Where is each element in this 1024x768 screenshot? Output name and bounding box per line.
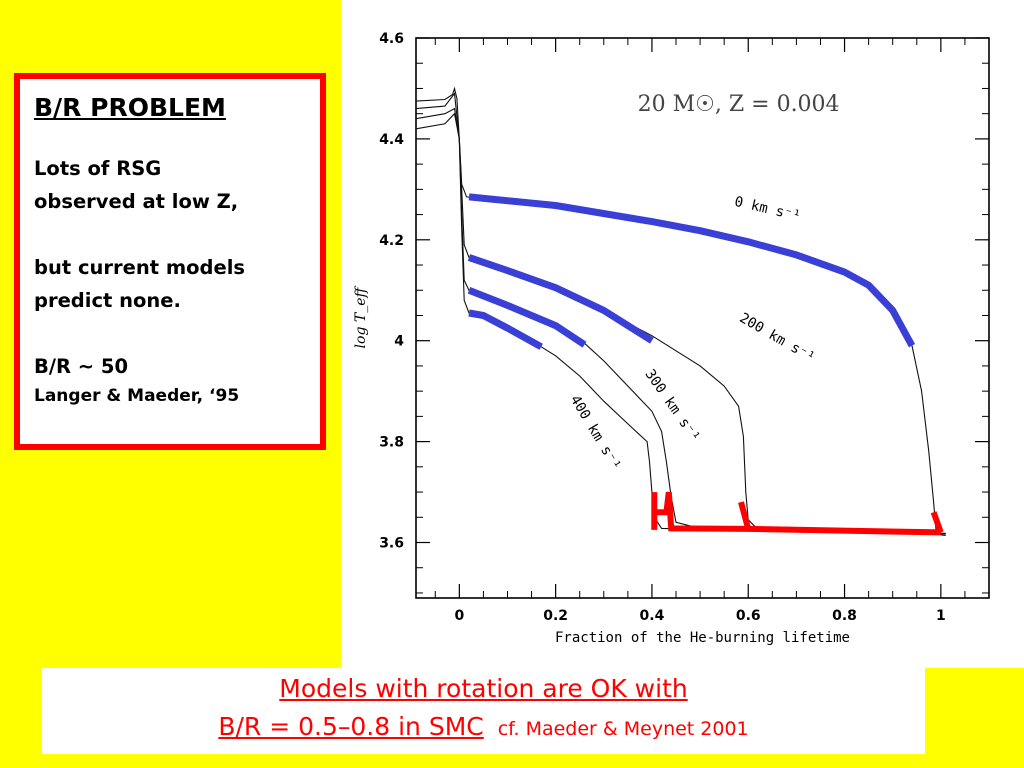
x-tick-label: 0.2 xyxy=(543,608,568,624)
y-tick-label: 4 xyxy=(394,334,404,350)
caption-line-2: B/R = 0.5–0.8 in SMC cf. Maeder & Meynet … xyxy=(42,712,925,741)
blue-segment-2 xyxy=(467,254,654,344)
caption-line-1: Models with rotation are OK with xyxy=(279,674,688,703)
x-tick-label: 0.6 xyxy=(736,608,761,624)
problem-line-5: B/R ~ 50 xyxy=(34,355,129,378)
series-label-4: 400 km s⁻¹ xyxy=(567,393,624,473)
caption-reference: cf. Maeder & Meynet 2001 xyxy=(497,718,749,740)
red-segment-4 xyxy=(930,511,944,534)
series-line-2 xyxy=(415,92,946,534)
series-label-3: 300 km s⁻¹ xyxy=(641,367,702,445)
problem-box: B/R PROBLEM Lots of RSG observed at low … xyxy=(14,73,326,450)
problem-title: B/R PROBLEM xyxy=(34,93,226,122)
y-tick-label: 4.2 xyxy=(379,233,404,249)
y-tick-label: 4.4 xyxy=(379,132,404,148)
problem-line-2: observed at low Z, xyxy=(34,190,239,213)
series-label-1: 0 km s⁻¹ xyxy=(733,194,802,225)
x-tick-label: 0.8 xyxy=(832,608,857,624)
chart-panel: 0 0.2 0.4 0.6 0.8 1 3.6 3.8 4 4.2 4.4 4.6 20 M☉, Z … xyxy=(341,0,1024,668)
blue-segment-4 xyxy=(468,309,543,350)
problem-line-4: predict none. xyxy=(34,289,181,312)
x-tick-label: 0 xyxy=(454,608,464,624)
y-axis-label: log T_eff xyxy=(353,285,369,348)
problem-line-1: Lots of RSG xyxy=(34,157,162,180)
blue-segment-3 xyxy=(467,287,587,348)
blue-highlights xyxy=(467,193,916,350)
chart-labels: 20 M☉, Z = 0.004 Fraction of the He-burni… xyxy=(353,92,850,646)
caption-box: Models with rotation are OK with B/R = 0… xyxy=(42,668,925,754)
chart-svg: 0 0.2 0.4 0.6 0.8 1 3.6 3.8 4 4.2 4.4 4.6 20 M☉, Z … xyxy=(353,31,990,646)
series-lines xyxy=(415,86,946,536)
y-tick-label: 3.8 xyxy=(379,435,404,451)
y-tick-label: 3.6 xyxy=(379,536,404,552)
chart-title: 20 M☉, Z = 0.004 xyxy=(638,92,840,117)
blue-segment-1 xyxy=(468,193,916,348)
x-tick-label: 0.4 xyxy=(640,608,665,624)
x-axis-label: Fraction of the He-burning lifetime xyxy=(555,630,850,646)
problem-line-6: Langer & Maeder, ‘95 xyxy=(34,386,240,406)
plot-frame xyxy=(415,37,990,599)
series-line-1 xyxy=(415,86,946,536)
caption-main: B/R = 0.5–0.8 in SMC xyxy=(218,712,484,741)
series-line-4 xyxy=(415,112,946,535)
axis-ticks: 0 0.2 0.4 0.6 0.8 1 3.6 3.8 4 4.2 4.4 4.6 xyxy=(379,31,989,624)
red-segment-2 xyxy=(654,491,941,536)
red-segment-3 xyxy=(738,501,752,530)
red-highlights xyxy=(651,491,944,536)
x-tick-label: 1 xyxy=(936,608,946,624)
y-tick-label: 4.6 xyxy=(379,31,404,47)
problem-line-3: but current models xyxy=(34,256,246,279)
series-label-2: 200 km s⁻¹ xyxy=(737,310,818,366)
